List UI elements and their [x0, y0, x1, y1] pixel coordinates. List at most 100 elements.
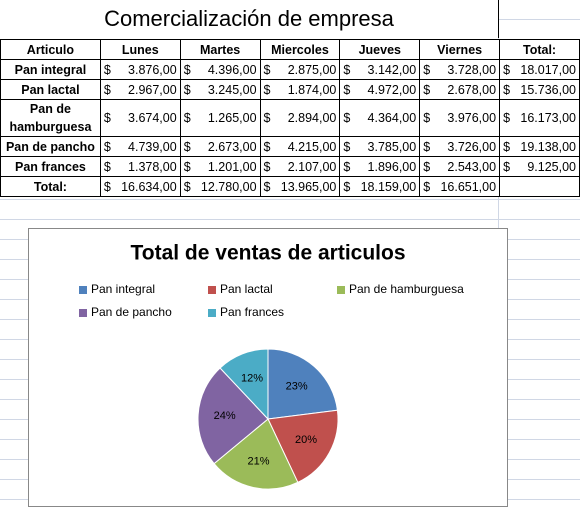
money: $3.876,00	[104, 63, 177, 77]
value-cell: $2.967,00	[99, 79, 181, 100]
row-header: Pan lactal	[0, 79, 101, 100]
amount: 1.201,00	[207, 159, 257, 174]
data-label: 21%	[248, 455, 270, 467]
currency: $	[503, 159, 511, 174]
amount: 13.965,00	[280, 179, 337, 194]
currency: $	[423, 82, 431, 97]
money: $1.874,00	[264, 83, 337, 97]
value-cell: $16.634,00	[99, 176, 181, 197]
value-cell: $3.726,00	[419, 136, 501, 157]
currency: $	[343, 62, 351, 77]
amount: 1.378,00	[128, 159, 177, 174]
amount: 2.678,00	[447, 82, 497, 97]
value-cell: $4.215,00	[259, 136, 341, 157]
amount: 18.159,00	[360, 179, 417, 194]
currency: $	[103, 139, 111, 154]
value-cell: $3.876,00	[99, 59, 181, 80]
money: $4.364,00	[343, 111, 416, 125]
currency: $	[263, 139, 271, 154]
currency: $	[263, 111, 271, 125]
money: $2.678,00	[423, 83, 496, 97]
currency: $	[423, 179, 431, 194]
money: $4.215,00	[264, 140, 337, 154]
amount: 2.543,00	[447, 159, 497, 174]
amount: 2.107,00	[287, 159, 337, 174]
amount: 16.634,00	[121, 179, 177, 194]
data-row: Pan de hamburguesa $3.674,00 $1.265,00 $2.8…	[0, 99, 580, 137]
value-cell: $1.201,00	[179, 156, 261, 177]
amount: 3.726,00	[447, 139, 497, 154]
value-cell: $1.896,00	[339, 156, 421, 177]
money: $3.245,00	[184, 83, 257, 97]
amount: 3.876,00	[128, 62, 177, 77]
currency: $	[263, 159, 271, 174]
pie-slice	[267, 409, 339, 484]
money: $4.396,00	[184, 63, 257, 77]
money: $3.674,00	[104, 111, 177, 125]
column-header: Jueves	[339, 39, 421, 60]
header-row: Articulo Lunes Martes Miercoles Jueves Vierne…	[0, 39, 580, 60]
legend-swatch	[208, 309, 216, 317]
money: $16.634,00	[104, 180, 177, 194]
data-row: Pan frances $1.378,00 $1.201,00 $2.107,00 $1…	[0, 156, 580, 177]
amount: 2.967,00	[128, 82, 177, 97]
currency: $	[503, 139, 511, 154]
column-header: Martes	[179, 39, 261, 60]
row-header: Total:	[0, 176, 101, 197]
value-cell: $16.173,00	[499, 99, 580, 137]
amount: 2.894,00	[287, 111, 337, 125]
money: $12.780,00	[184, 180, 257, 194]
row-header: Pan integral	[0, 59, 101, 80]
value-cell: $18.159,00	[339, 176, 421, 197]
amount: 12.780,00	[200, 179, 257, 194]
value-cell: $2.678,00	[419, 79, 501, 100]
legend-label: Pan de hamburguesa	[349, 282, 464, 296]
money: $16.173,00	[503, 111, 576, 125]
value-cell: $2.875,00	[259, 59, 341, 80]
amount: 1.874,00	[287, 82, 337, 97]
money: $3.728,00	[423, 63, 496, 77]
value-cell: $4.396,00	[179, 59, 261, 80]
totals-row: Total: $16.634,00 $12.780,00 $13.965,00 $18.…	[0, 176, 580, 197]
value-cell: $3.245,00	[179, 79, 261, 100]
value-cell: $1.378,00	[99, 156, 181, 177]
amount: 2.673,00	[207, 139, 257, 154]
amount: 3.142,00	[367, 62, 417, 77]
money: $9.125,00	[503, 160, 576, 174]
amount: 1.896,00	[367, 159, 417, 174]
amount: 4.739,00	[128, 139, 177, 154]
currency: $	[503, 62, 511, 77]
currency: $	[423, 111, 431, 125]
legend-label: Pan lactal	[220, 282, 273, 296]
data-label: 23%	[286, 380, 308, 392]
chart: Total de ventas de articulos Pan integra…	[79, 242, 464, 490]
amount: 9.125,00	[527, 159, 576, 174]
value-cell: $3.142,00	[339, 59, 421, 80]
money: $2.543,00	[423, 160, 496, 174]
value-cell: $9.125,00	[499, 156, 580, 177]
row-header: Pan frances	[0, 156, 101, 177]
pie-slice	[213, 418, 299, 490]
amount: 3.245,00	[207, 82, 257, 97]
amount: 4.972,00	[367, 82, 417, 97]
value-cell: $2.894,00	[259, 99, 341, 137]
currency: $	[263, 179, 271, 194]
value-cell: $15.736,00	[499, 79, 580, 100]
value-cell: $18.017,00	[499, 59, 580, 80]
chart-title: Total de ventas de articulos	[130, 242, 405, 265]
money: $2.875,00	[264, 63, 337, 77]
row-header: Pan de pancho	[0, 136, 101, 157]
data-table: Articulo Lunes Martes Miercoles Jueves Vierne…	[0, 39, 580, 197]
currency: $	[183, 139, 191, 154]
amount: 16.173,00	[520, 111, 576, 125]
currency: $	[343, 139, 351, 154]
money: $15.736,00	[503, 83, 576, 97]
row-header: Pan de hamburguesa	[0, 99, 101, 137]
value-cell: $3.728,00	[419, 59, 501, 80]
currency: $	[503, 82, 511, 97]
money: $13.965,00	[264, 180, 337, 194]
value-cell: $13.965,00	[259, 176, 341, 197]
amount: 4.364,00	[367, 111, 417, 125]
money: $16.651,00	[423, 180, 496, 194]
